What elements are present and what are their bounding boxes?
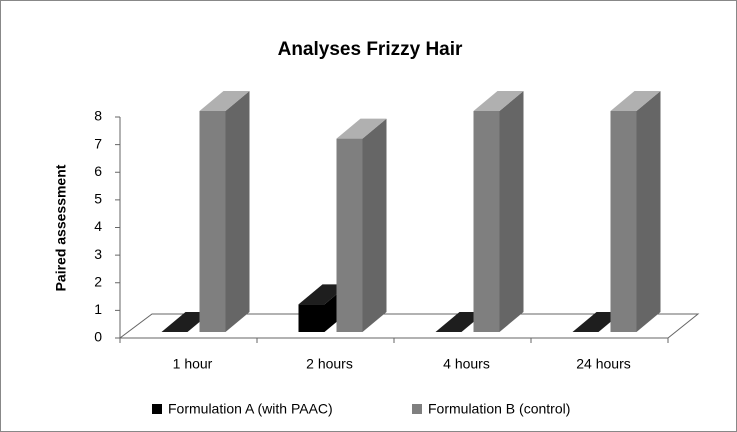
x-tick-label: 2 hours [306,356,353,372]
bar-top [473,91,524,111]
bar-side [225,91,250,332]
legend-swatch [412,404,422,414]
bar-top [610,91,661,111]
bar-top [435,312,486,332]
bar-top [199,91,250,111]
bar-top [336,118,387,139]
y-tick-label: 7 [94,135,102,151]
bar-top [298,284,349,305]
bar [298,304,325,332]
bar-top [161,312,212,332]
bar [199,111,226,332]
y-tick-label: 8 [94,108,102,124]
x-tick-label: 1 hour [173,356,213,372]
floor [118,313,700,339]
y-tick-label: 1 [94,301,102,317]
y-tick-label: 2 [94,273,102,289]
legend-label: Formulation A (with PAAC) [168,401,333,417]
chart-title: Analyses Frizzy Hair [278,39,463,60]
bar-side [636,91,661,332]
bar [473,111,500,332]
y-tick-label: 0 [94,329,102,345]
bar-top [572,312,623,332]
y-tick-label: 6 [94,163,102,179]
x-tick-label: 24 hours [576,356,630,372]
bar-side [499,91,524,332]
bar [610,111,637,332]
legend-label: Formulation B (control) [428,401,570,417]
y-tick-label: 3 [94,246,102,262]
legend-swatch [152,404,162,414]
x-tick-label: 4 hours [443,356,490,372]
bar [336,138,363,332]
y-tick-label: 4 [94,218,102,234]
y-tick-label: 5 [94,191,102,207]
bar-side [362,118,387,332]
y-axis-label: Paired assessment [53,164,69,291]
